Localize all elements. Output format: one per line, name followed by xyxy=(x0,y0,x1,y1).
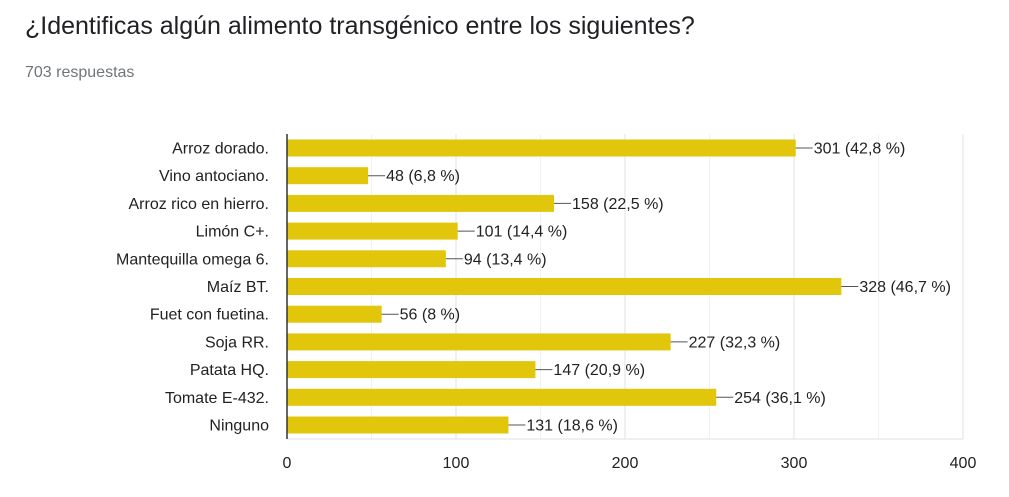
bar xyxy=(287,167,369,185)
category-label: Vino antociano. xyxy=(159,168,269,185)
bar xyxy=(287,305,382,323)
x-tick-label: 300 xyxy=(781,455,808,472)
data-label: 328 (46,7 %) xyxy=(859,279,951,296)
data-label: 301 (42,8 %) xyxy=(814,141,906,158)
bar xyxy=(287,361,536,379)
x-tick-label: 100 xyxy=(443,455,470,472)
data-label: 254 (36,1 %) xyxy=(734,390,826,407)
bar xyxy=(287,250,446,268)
data-labels: 301 (42,8 %) 48 (6,8 %) 158 (22,5 %)101 (1… xyxy=(368,141,951,435)
data-label: 101 (14,4 %) xyxy=(476,224,568,241)
data-label: 48 (6,8 %) xyxy=(386,168,460,185)
bars xyxy=(287,139,842,434)
x-tick-label: 400 xyxy=(950,455,977,472)
category-label: Fuet con fuetina. xyxy=(150,307,269,324)
question-title: ¿Identificas algún alimento transgénico … xyxy=(25,12,695,40)
bar xyxy=(287,139,796,157)
x-tick-label: 0 xyxy=(283,455,292,472)
data-label: 147 (20,9 %) xyxy=(553,362,645,379)
bar xyxy=(287,194,555,212)
bar xyxy=(287,333,671,351)
x-tick-label: 200 xyxy=(612,455,639,472)
category-labels: Arroz dorado. Vino antociano. Arroz rico e… xyxy=(116,141,269,435)
category-label: Tomate E-432. xyxy=(165,390,269,407)
bar xyxy=(287,278,842,295)
bar xyxy=(287,416,509,434)
category-label: Arroz rico en hierro. xyxy=(129,196,270,213)
bar xyxy=(287,388,717,406)
category-label: Mantequilla omega 6. xyxy=(116,251,269,268)
x-axis-ticks: 0 100 200 300 400 xyxy=(283,455,977,472)
data-label: 131 (18,6 %) xyxy=(526,418,618,435)
category-label: Ninguno xyxy=(209,418,269,435)
category-label: Maíz BT. xyxy=(207,279,269,296)
bar xyxy=(287,222,458,240)
data-label: 158 (22,5 %) xyxy=(572,196,664,213)
data-label: 227 (32,3 %) xyxy=(689,334,781,351)
data-label: 56 (8 %) xyxy=(400,307,460,324)
category-label: Patata HQ. xyxy=(190,362,269,379)
data-label: 94 (13,4 %) xyxy=(464,251,547,268)
category-label: Arroz dorado. xyxy=(172,141,269,158)
response-count: 703 respuestas xyxy=(25,64,135,81)
category-label: Soja RR. xyxy=(205,334,269,351)
category-label: Limón C+. xyxy=(196,224,269,241)
